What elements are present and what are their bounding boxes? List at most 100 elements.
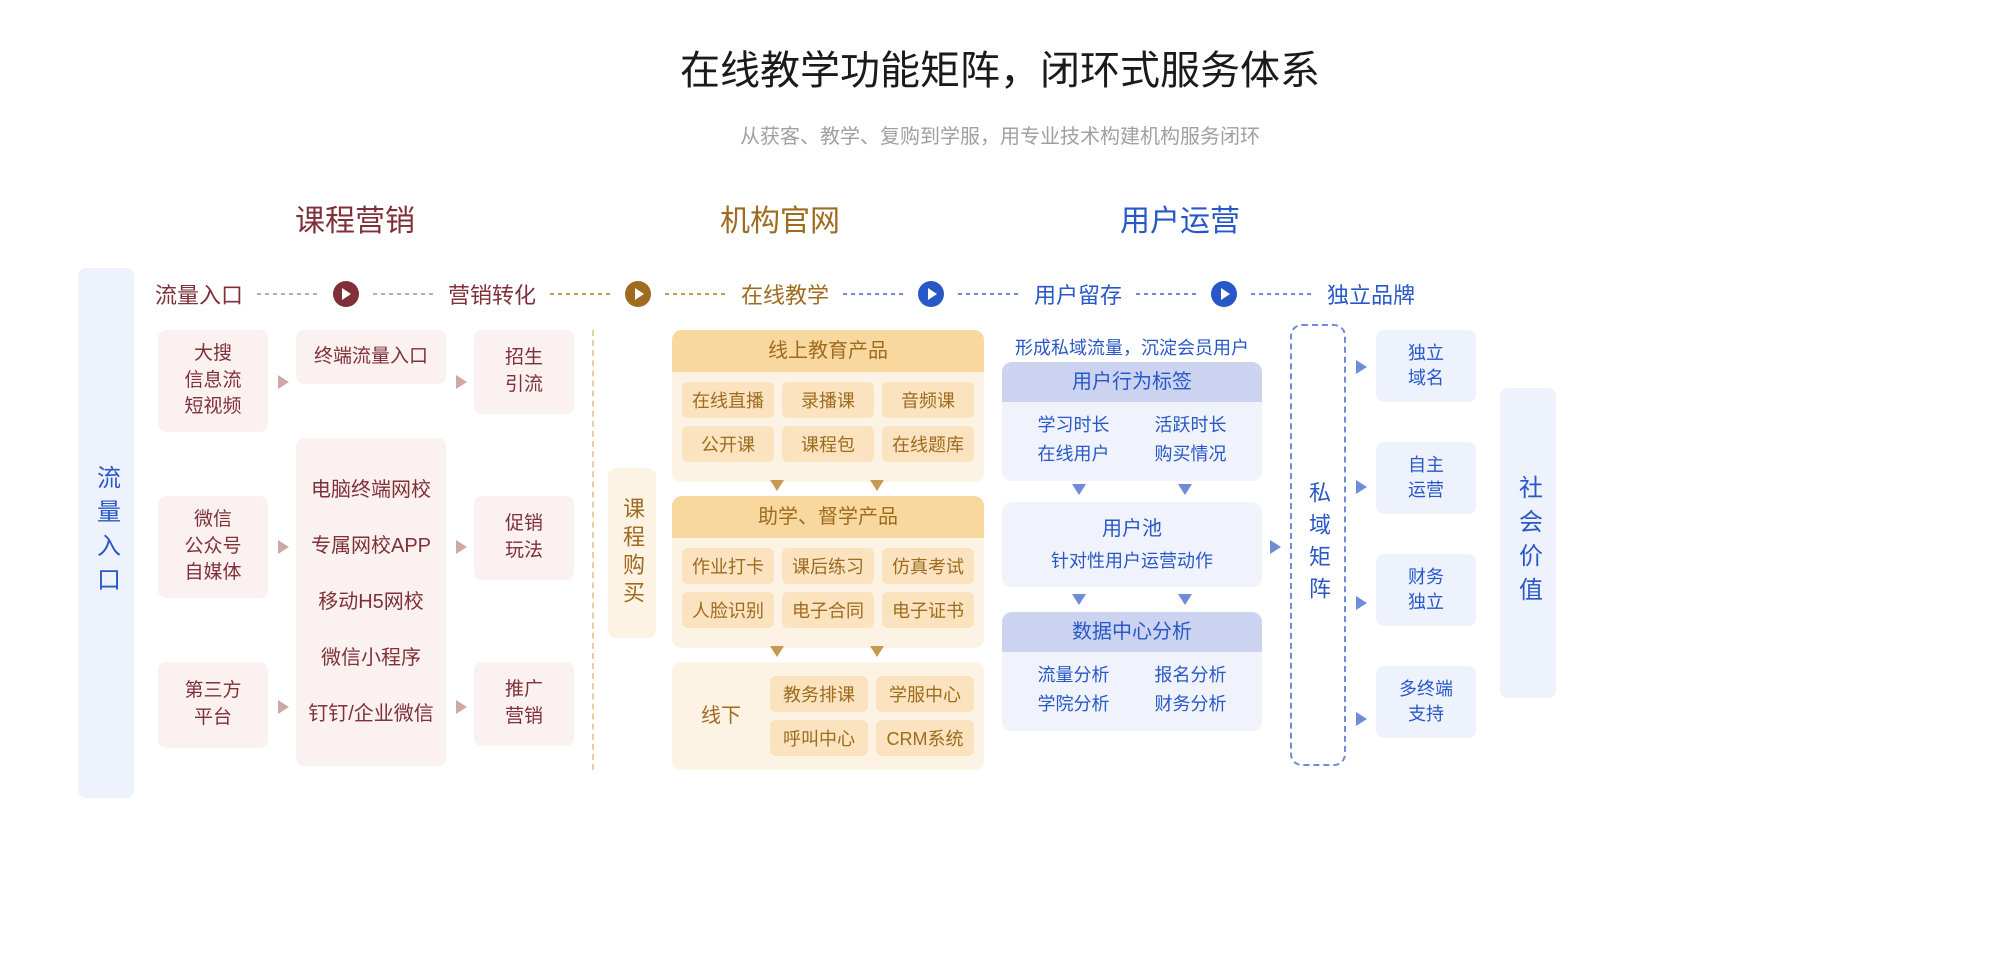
online-item-3: 公开课 bbox=[682, 426, 774, 462]
behavior-item-1: 活跃时长 bbox=[1137, 414, 1244, 437]
convert-box-1: 促销 玩法 bbox=[474, 496, 574, 580]
assist-item-1: 课后练习 bbox=[782, 548, 874, 584]
panel-offline-title: 线下 bbox=[682, 672, 760, 760]
convert-box-0: 招生 引流 bbox=[474, 330, 574, 414]
arrow-icon bbox=[1178, 484, 1192, 495]
pool-sub: 针对性用户运营动作 bbox=[1010, 550, 1254, 573]
retain-caption: 形成私域流量，沉淀会员用户 bbox=[1002, 334, 1262, 360]
offline-item-0: 教务排课 bbox=[770, 676, 868, 712]
panel-offline: 线下 教务排课 学服中心 呼叫中心 CRM系统 bbox=[672, 662, 984, 770]
play-icon bbox=[333, 281, 359, 307]
online-item-0: 在线直播 bbox=[682, 382, 774, 418]
traffic-box-2: 第三方 平台 bbox=[158, 662, 268, 748]
arrow-icon bbox=[770, 646, 784, 657]
arrow-icon bbox=[1356, 596, 1367, 610]
panel-online: 线上教育产品 在线直播 录播课 音频课 公开课 课程包 在线题库 bbox=[672, 330, 984, 482]
arrow-icon bbox=[1356, 360, 1367, 374]
arrow-icon bbox=[1356, 480, 1367, 494]
terminal-item-0: 电脑终端网校 bbox=[311, 477, 431, 503]
assist-item-2: 仿真考试 bbox=[882, 548, 974, 584]
convert-box-2: 推广 营销 bbox=[474, 662, 574, 746]
pillar-social-value-label: 社会价值 bbox=[1511, 475, 1546, 611]
arrow-icon bbox=[870, 646, 884, 657]
panel-assist: 助学、督学产品 作业打卡 课后练习 仿真考试 人脸识别 电子合同 电子证书 bbox=[672, 496, 984, 648]
arrow-icon bbox=[278, 375, 289, 389]
terminal-top: 终端流量入口 bbox=[296, 330, 446, 384]
subhead-traffic: 流量入口 bbox=[155, 278, 243, 310]
panel-assist-title: 助学、督学产品 bbox=[672, 496, 984, 538]
col-traffic: 大搜 信息流 短视频 微信 公众号 自媒体 第三方 平台 bbox=[158, 330, 268, 748]
play-icon bbox=[1211, 281, 1237, 307]
play-icon bbox=[918, 281, 944, 307]
data-item-2: 学院分析 bbox=[1020, 693, 1127, 716]
page-title: 在线教学功能矩阵，闭环式服务体系 bbox=[0, 0, 2000, 96]
vline bbox=[592, 330, 594, 770]
arrow-icon bbox=[456, 540, 467, 554]
panel-data-title: 数据中心分析 bbox=[1002, 612, 1262, 652]
terminal-item-4: 钉钉/企业微信 bbox=[308, 701, 434, 727]
pillar-purchase-label: 课程购买 bbox=[616, 497, 648, 609]
col-terminal: 终端流量入口 电脑终端网校 专属网校APP 移动H5网校 微信小程序 钉钉/企业… bbox=[296, 330, 446, 766]
data-item-1: 报名分析 bbox=[1137, 664, 1244, 687]
traffic-box-0: 大搜 信息流 短视频 bbox=[158, 330, 268, 432]
pillar-traffic-label: 流量入口 bbox=[89, 465, 124, 601]
pillar-private: 私域矩阵 bbox=[1290, 324, 1346, 766]
behavior-item-2: 在线用户 bbox=[1020, 443, 1127, 466]
arrow-icon bbox=[456, 700, 467, 714]
brand-box-3: 多终端 支持 bbox=[1376, 666, 1476, 738]
traffic-box-1: 微信 公众号 自媒体 bbox=[158, 496, 268, 598]
assist-item-3: 人脸识别 bbox=[682, 592, 774, 628]
pillar-traffic: 流量入口 bbox=[78, 268, 134, 798]
brand-box-0: 独立 域名 bbox=[1376, 330, 1476, 402]
online-item-1: 录播课 bbox=[782, 382, 874, 418]
stage-marketing: 课程营销 bbox=[295, 196, 415, 240]
subhead-convert: 营销转化 bbox=[448, 278, 536, 310]
subhead-teach: 在线教学 bbox=[741, 278, 829, 310]
brand-box-1: 自主 运营 bbox=[1376, 442, 1476, 514]
arrow-icon bbox=[1270, 540, 1281, 554]
arrow-icon bbox=[278, 700, 289, 714]
pool-title: 用户池 bbox=[1010, 516, 1254, 542]
play-icon bbox=[625, 281, 651, 307]
arrow-icon bbox=[1178, 594, 1192, 605]
stage-site: 机构官网 bbox=[720, 196, 840, 240]
assist-item-4: 电子合同 bbox=[782, 592, 874, 628]
panel-data: 数据中心分析 流量分析 报名分析 学院分析 财务分析 bbox=[1002, 612, 1262, 731]
offline-item-3: CRM系统 bbox=[876, 720, 974, 756]
behavior-item-0: 学习时长 bbox=[1020, 414, 1127, 437]
arrow-icon bbox=[1356, 712, 1367, 726]
data-item-3: 财务分析 bbox=[1137, 693, 1244, 716]
pillar-private-label: 私域矩阵 bbox=[1302, 481, 1334, 609]
page-subtitle: 从获客、教学、复购到学服，用专业技术构建机构服务闭环 bbox=[0, 120, 2000, 149]
terminal-item-3: 微信小程序 bbox=[321, 645, 421, 671]
online-item-4: 课程包 bbox=[782, 426, 874, 462]
offline-item-1: 学服中心 bbox=[876, 676, 974, 712]
assist-item-0: 作业打卡 bbox=[682, 548, 774, 584]
stage-ops: 用户运营 bbox=[1120, 196, 1240, 240]
arrow-icon bbox=[870, 480, 884, 491]
pillar-social-value: 社会价值 bbox=[1500, 388, 1556, 698]
online-item-5: 在线题库 bbox=[882, 426, 974, 462]
behavior-item-3: 购买情况 bbox=[1137, 443, 1244, 466]
data-item-0: 流量分析 bbox=[1020, 664, 1127, 687]
terminal-list: 电脑终端网校 专属网校APP 移动H5网校 微信小程序 钉钉/企业微信 bbox=[296, 438, 446, 766]
panel-pool: 用户池 针对性用户运营动作 bbox=[1002, 502, 1262, 587]
col-convert: 招生 引流 促销 玩法 推广 营销 bbox=[474, 330, 574, 746]
pillar-purchase: 课程购买 bbox=[608, 468, 656, 638]
arrow-icon bbox=[770, 480, 784, 491]
offline-item-2: 呼叫中心 bbox=[770, 720, 868, 756]
arrow-icon bbox=[1072, 594, 1086, 605]
arrow-icon bbox=[278, 540, 289, 554]
terminal-item-2: 移动H5网校 bbox=[318, 589, 424, 615]
panel-behavior-title: 用户行为标签 bbox=[1002, 362, 1262, 402]
col-brand: 独立 域名 自主 运营 财务 独立 多终端 支持 bbox=[1376, 330, 1476, 738]
panel-online-title: 线上教育产品 bbox=[672, 330, 984, 372]
terminal-item-1: 专属网校APP bbox=[311, 533, 431, 559]
arrow-icon bbox=[1072, 484, 1086, 495]
panel-behavior: 用户行为标签 学习时长 活跃时长 在线用户 购买情况 bbox=[1002, 362, 1262, 481]
online-item-2: 音频课 bbox=[882, 382, 974, 418]
subhead-retain: 用户留存 bbox=[1034, 278, 1122, 310]
arrow-icon bbox=[456, 375, 467, 389]
brand-box-2: 财务 独立 bbox=[1376, 554, 1476, 626]
subhead-row: 流量入口 营销转化 在线教学 用户留存 独立品牌 bbox=[155, 280, 1415, 308]
